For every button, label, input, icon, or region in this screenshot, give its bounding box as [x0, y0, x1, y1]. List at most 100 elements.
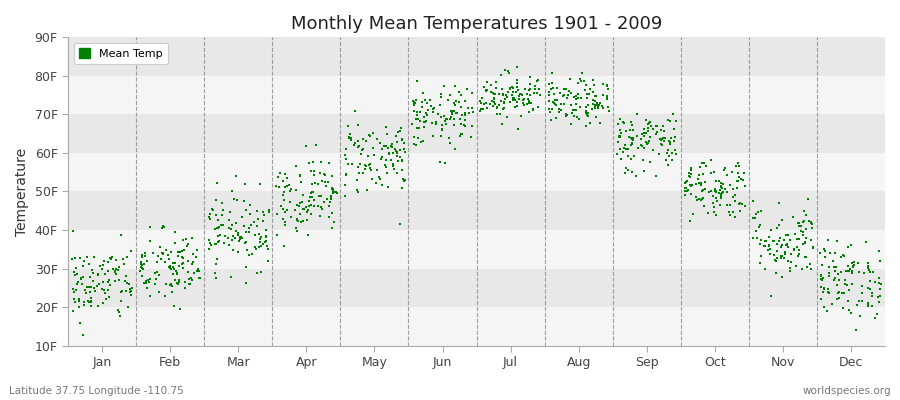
Point	[112, 276, 126, 283]
Point	[637, 130, 652, 136]
Point	[305, 194, 320, 200]
Point	[436, 83, 451, 90]
Point	[796, 218, 810, 225]
Point	[722, 209, 736, 215]
Point	[382, 150, 396, 157]
Point	[863, 268, 878, 275]
Point	[391, 128, 405, 135]
Point	[753, 241, 768, 247]
Point	[641, 140, 655, 146]
Point	[180, 243, 194, 250]
Point	[835, 305, 850, 311]
Point	[238, 264, 253, 270]
Point	[696, 171, 710, 177]
Point	[499, 91, 513, 98]
Point	[221, 242, 236, 248]
Point	[341, 134, 356, 140]
Point	[252, 244, 266, 251]
Point	[211, 224, 225, 231]
Point	[385, 163, 400, 170]
Point	[579, 104, 593, 110]
Point	[696, 186, 710, 193]
Point	[256, 209, 270, 215]
Point	[601, 104, 616, 110]
Point	[510, 102, 525, 109]
Point	[325, 172, 339, 179]
Point	[797, 240, 812, 246]
Bar	[68, 153, 885, 192]
Point	[326, 188, 340, 194]
Point	[187, 270, 202, 276]
Point	[294, 219, 309, 226]
Point	[284, 214, 298, 220]
Point	[453, 116, 467, 122]
Point	[405, 97, 419, 104]
Point	[487, 91, 501, 98]
Point	[497, 105, 511, 111]
Point	[361, 153, 375, 159]
Bar	[68, 268, 885, 307]
Point	[563, 90, 578, 96]
Point	[311, 181, 326, 187]
Point	[552, 109, 566, 116]
Point	[690, 176, 705, 182]
Point	[706, 204, 721, 210]
Point	[862, 286, 877, 292]
Point	[193, 275, 207, 281]
Point	[119, 288, 133, 294]
Point	[544, 80, 559, 86]
Point	[302, 160, 316, 166]
Point	[481, 105, 495, 112]
Point	[657, 128, 671, 134]
Bar	[68, 192, 885, 230]
Point	[757, 242, 771, 249]
Point	[168, 268, 183, 274]
Point	[873, 293, 887, 299]
Point	[714, 184, 728, 190]
Point	[294, 179, 309, 185]
Point	[379, 164, 393, 170]
Point	[496, 106, 510, 112]
Point	[524, 100, 538, 106]
Point	[279, 183, 293, 189]
Point	[324, 193, 338, 199]
Point	[680, 184, 694, 191]
Point	[752, 222, 767, 228]
Point	[447, 102, 462, 108]
Point	[766, 252, 780, 258]
Point	[364, 165, 378, 172]
Point	[417, 114, 431, 121]
Point	[460, 86, 474, 92]
Point	[412, 109, 427, 115]
Point	[511, 125, 526, 132]
Point	[297, 206, 311, 212]
Point	[567, 112, 581, 119]
Point	[791, 253, 806, 259]
Point	[522, 87, 536, 94]
Point	[176, 255, 190, 261]
Point	[326, 190, 340, 196]
Point	[91, 303, 105, 309]
Point	[643, 120, 657, 126]
Point	[497, 100, 511, 106]
Legend: Mean Temp: Mean Temp	[74, 43, 168, 64]
Point	[474, 95, 489, 101]
Point	[841, 243, 855, 250]
Point	[684, 183, 698, 189]
Point	[447, 122, 462, 129]
Point	[821, 289, 835, 296]
Point	[140, 285, 155, 291]
Point	[635, 130, 650, 137]
Point	[149, 276, 164, 282]
Point	[167, 240, 182, 246]
Point	[76, 332, 90, 338]
Point	[366, 130, 381, 137]
Point	[613, 132, 627, 139]
Point	[170, 269, 184, 276]
Point	[122, 289, 137, 295]
Point	[614, 156, 628, 162]
Point	[375, 181, 390, 188]
Point	[226, 233, 240, 239]
Point	[480, 79, 494, 86]
Point	[845, 260, 859, 266]
